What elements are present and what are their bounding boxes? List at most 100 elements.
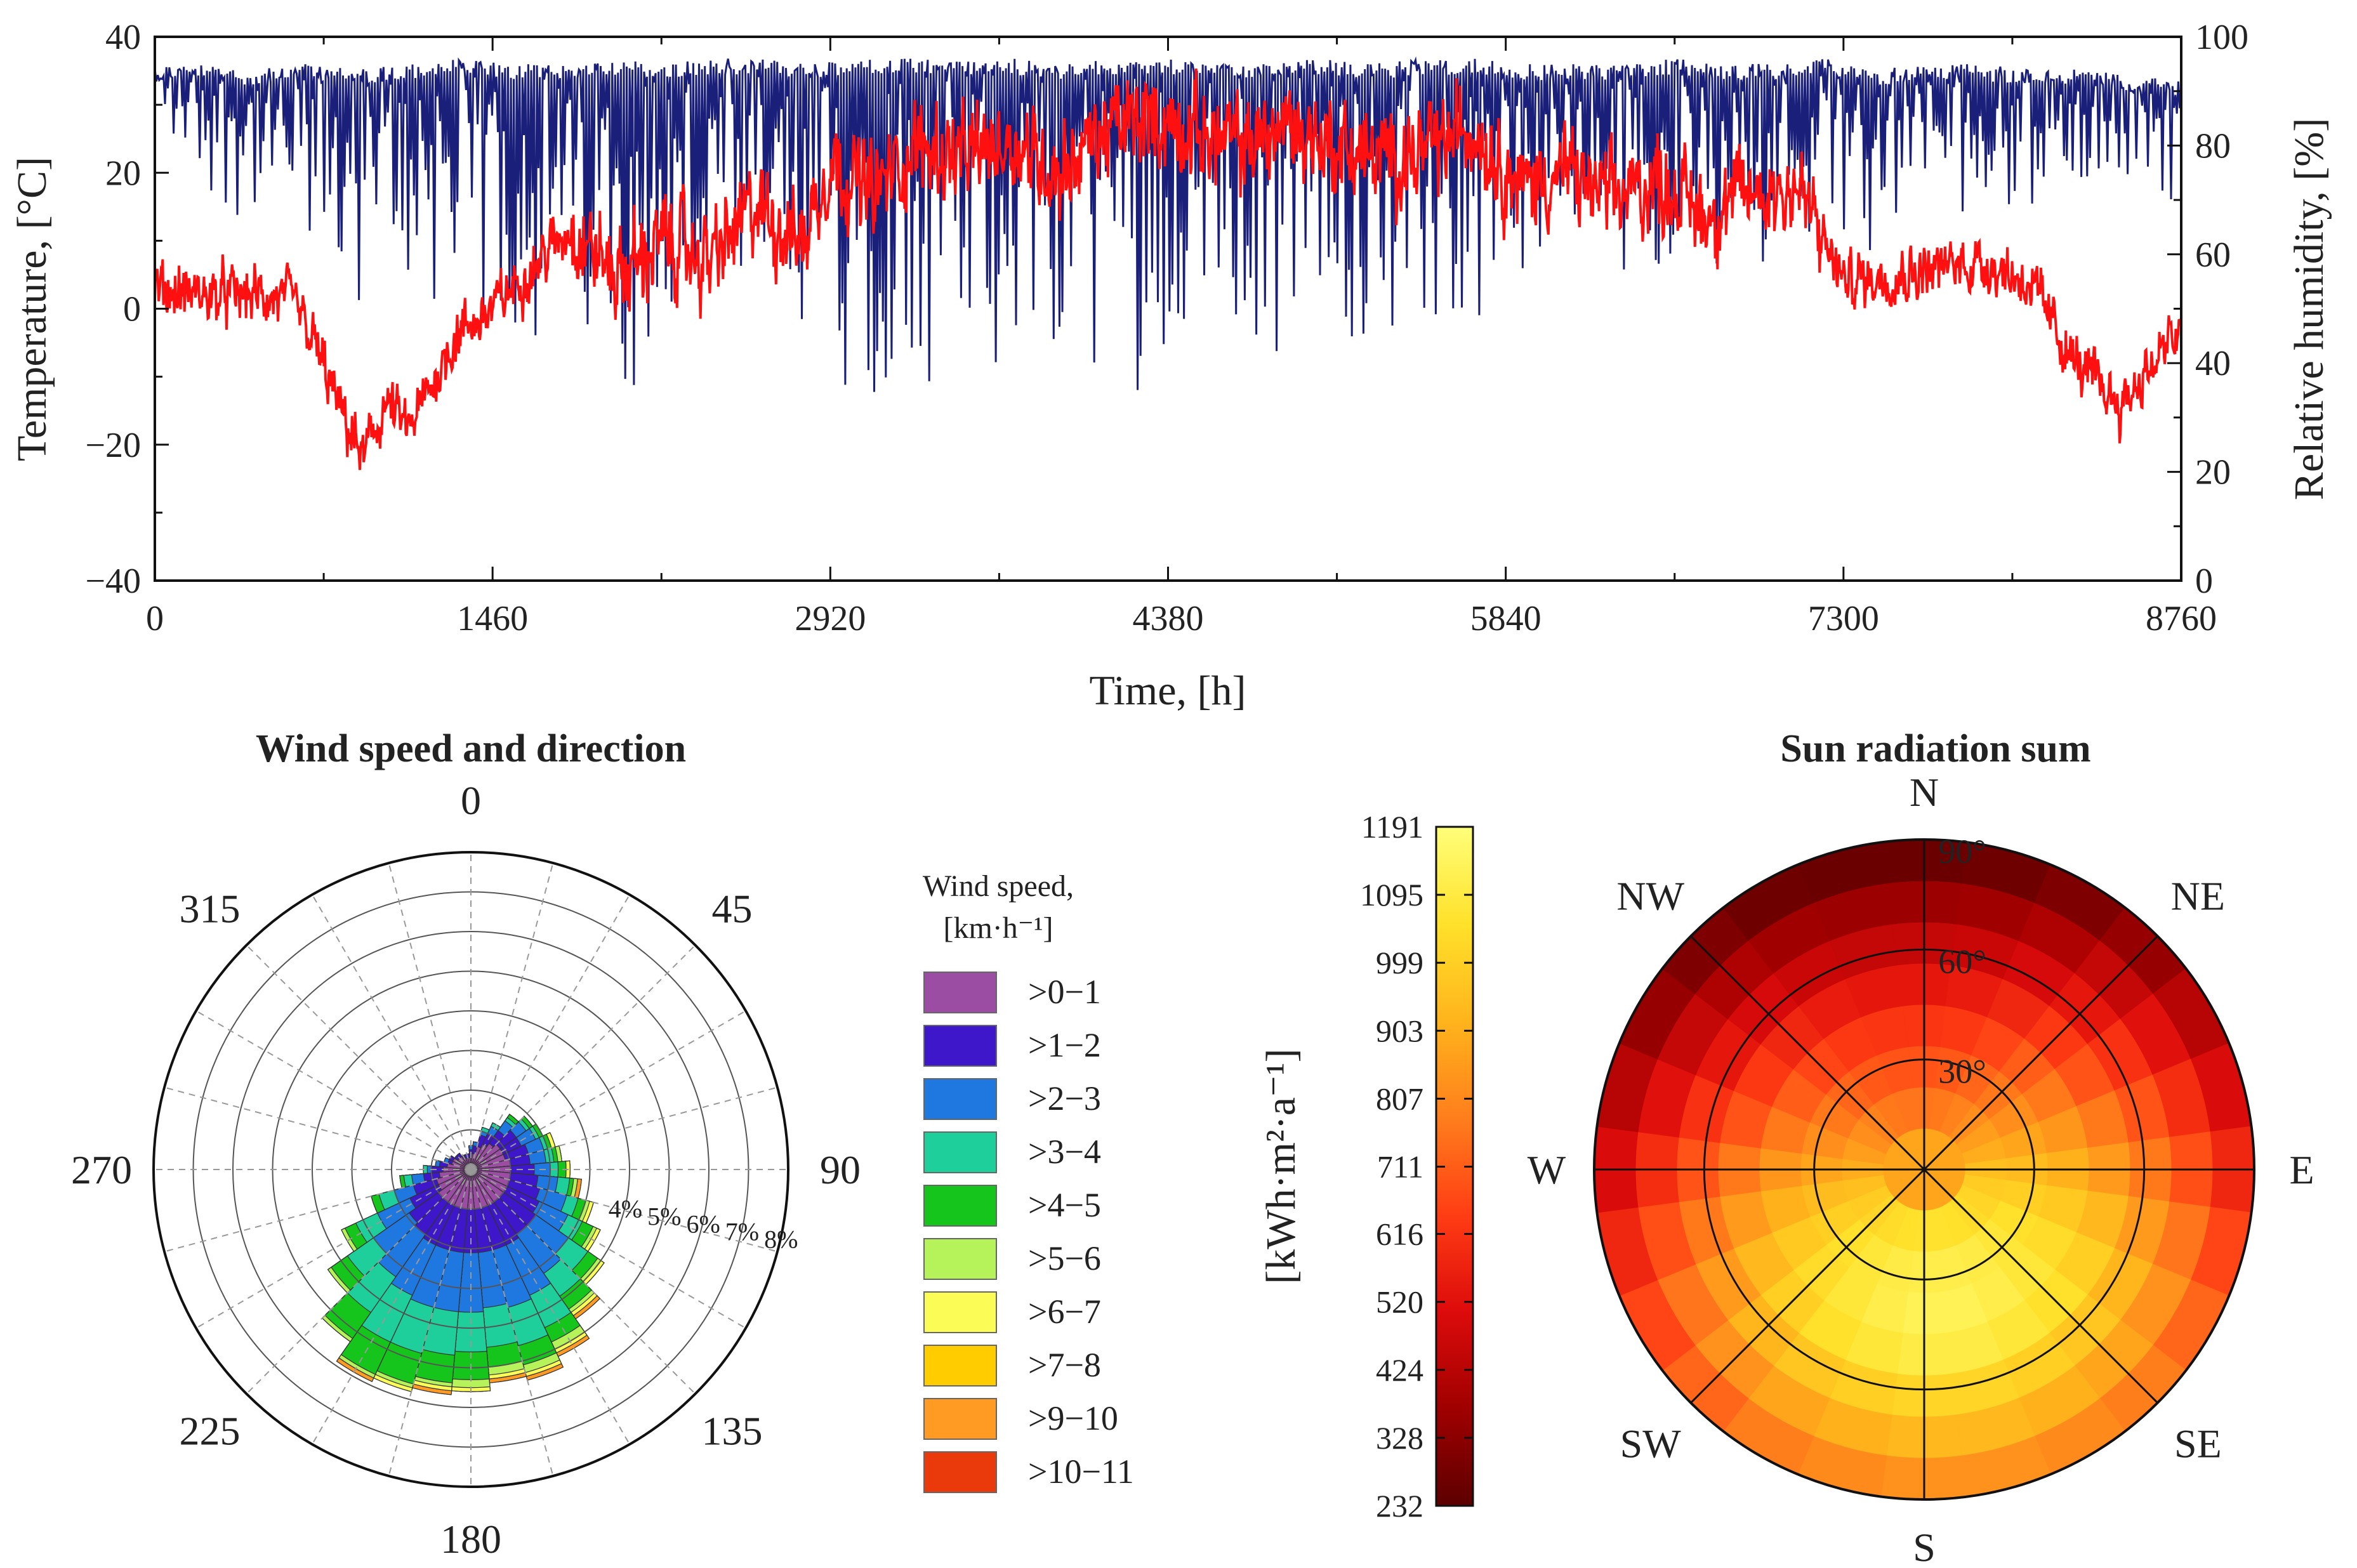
humidity-line <box>154 56 2182 392</box>
wind-rose-chart: Wind speed and direction 0 45 90 135 180 225 2… <box>71 727 861 1562</box>
x-axis-title: Time, [h] <box>1090 668 1246 714</box>
wind-speed-legend: Wind speed, [km·h⁻¹] >0−1 >1−2 >2−3 >3−4 >4−… <box>923 869 1134 1493</box>
colorbar-tick-label: 903 <box>1376 1013 1423 1048</box>
wind-angle-label: 0 <box>461 778 481 823</box>
wind-grid-spoke <box>388 862 472 1170</box>
time-series-lines <box>154 56 2182 470</box>
x-tick-label: 5840 <box>1470 599 1542 638</box>
y-left-tick-label: 20 <box>105 154 141 193</box>
y-right-tick-label: 60 <box>2195 235 2231 275</box>
wind-grid-spoke <box>195 1169 472 1329</box>
wind-grid-spoke <box>388 1169 472 1477</box>
legend-label: >6−7 <box>1028 1293 1101 1331</box>
compass-label: W <box>1528 1147 1566 1192</box>
y-right-tick-label: 80 <box>2195 126 2231 166</box>
wind-rose-outline <box>152 851 789 1488</box>
legend-label: >5−6 <box>1028 1239 1101 1277</box>
wind-grid-spoke <box>470 1169 630 1445</box>
wind-rose-labels: 0 45 90 135 180 225 270 315 4% 5% 6% 7% 8% <box>71 778 861 1562</box>
wind-grid-spoke <box>470 862 554 1170</box>
x-tick-label: 4380 <box>1133 599 1204 638</box>
wind-angle-label: 90 <box>820 1147 861 1192</box>
compass-label: NW <box>1616 874 1684 919</box>
legend-swatch <box>923 1185 997 1227</box>
legend-label: >4−5 <box>1028 1186 1101 1224</box>
compass-spoke <box>1923 935 2158 1171</box>
colorbar-tick-label: 616 <box>1376 1216 1423 1252</box>
compass-label: SE <box>2174 1421 2222 1466</box>
wind-grid-spoke <box>470 1086 778 1170</box>
altitude-ring-label: 30° <box>1938 1053 1986 1091</box>
wind-grid-ring <box>232 931 710 1408</box>
x-tick-label: 8760 <box>2146 599 2217 638</box>
wind-grid-spoke <box>470 1169 554 1477</box>
y-right-tick-label: 100 <box>2195 18 2248 57</box>
wind-grid-spoke <box>470 944 696 1170</box>
wind-grid-spoke <box>470 1169 778 1253</box>
wind-grid-spoke <box>470 1010 746 1170</box>
legend-label: >0−1 <box>1028 973 1101 1011</box>
legend-swatch <box>923 1398 997 1440</box>
altitude-ring-label: 60° <box>1938 942 1986 980</box>
wind-radial-label: 5% <box>647 1202 681 1231</box>
y-left-tick-label: 40 <box>105 18 141 57</box>
wind-radial-label: 8% <box>764 1225 798 1253</box>
y-left-tick-label: 0 <box>123 290 141 329</box>
colorbar-tick-label: 328 <box>1376 1420 1423 1456</box>
y-left-tick-label: −20 <box>85 426 141 465</box>
left-y-axis-title: Temperature, [°C] <box>9 157 55 461</box>
wind-grid-ring <box>312 1010 630 1329</box>
sun-radiation-title: Sun radiation sum <box>1780 727 2090 770</box>
compass-spoke <box>1690 1168 1925 1404</box>
sun-radiation-labels: N NE E SE S SW W NW 90° 60° 30° <box>1528 770 2314 1568</box>
radiation-colorbar: 1191 1095 999 903 807 711 616 520 424 328 232 [kWh… <box>1258 809 1474 1524</box>
temperature-humidity-chart: 0 1460 2920 4380 5840 7300 8760 40 20 0 −20 −40 100 8… <box>0 0 2357 714</box>
legend-swatch <box>923 1078 997 1120</box>
wind-angle-label: 135 <box>702 1409 763 1454</box>
legend-title-line1: Wind speed, <box>923 869 1074 903</box>
colorbar-tick-label: 807 <box>1376 1081 1423 1116</box>
legend-title-line2: [km·h⁻¹] <box>943 911 1053 945</box>
legend-swatch <box>923 1238 997 1280</box>
legend-label: >10−11 <box>1028 1453 1134 1491</box>
wind-radial-label: 7% <box>725 1217 759 1246</box>
y-right-tick-label: 20 <box>2195 453 2231 492</box>
wind-grid-spoke <box>312 894 472 1170</box>
y-right-tick-label: 40 <box>2195 344 2231 383</box>
sun-radiation-grid <box>1593 838 2255 1501</box>
x-tick-label: 2920 <box>795 599 866 638</box>
compass-label: SW <box>1620 1421 1682 1466</box>
altitude-ring-label: 90° <box>1938 833 1986 871</box>
colorbar-tick-label: 1191 <box>1361 809 1423 845</box>
colorbar-tick-label: 711 <box>1377 1149 1423 1185</box>
legend-label: >2−3 <box>1028 1079 1101 1117</box>
legend-label: >1−2 <box>1028 1026 1101 1064</box>
legend-label: >3−4 <box>1028 1133 1101 1171</box>
x-tick-label: 7300 <box>1808 599 1879 638</box>
y-right-tick-label: 0 <box>2195 562 2213 601</box>
wind-angle-label: 180 <box>440 1517 501 1562</box>
y-left-tick-label: −40 <box>85 562 141 601</box>
wind-grid-spoke <box>470 1169 746 1329</box>
sun-radiation-chart: Sun radiation sum N NE E SE S SW W NW 90° 60° 30° <box>1528 727 2314 1568</box>
temperature-line <box>154 68 2182 470</box>
wind-angle-label: 315 <box>179 886 240 931</box>
wind-grid-ring <box>391 1090 551 1249</box>
wind-radial-label: 6% <box>686 1210 720 1239</box>
wind-rose-grid <box>152 851 789 1488</box>
legend-swatch <box>923 972 997 1013</box>
right-y-axis-title: Relative humidity, [%] <box>2286 118 2332 500</box>
wind-grid-spoke <box>164 1086 472 1170</box>
legend-label: >9−10 <box>1028 1399 1118 1437</box>
wind-grid-spoke <box>246 1169 472 1395</box>
wind-grid-spoke <box>195 1010 472 1170</box>
wind-grid-spoke <box>470 1169 696 1395</box>
colorbar-tick-label: 520 <box>1376 1284 1423 1320</box>
time-series-ticks: 0 1460 2920 4380 5840 7300 8760 40 20 0 −20 −40 100 8… <box>85 18 2248 638</box>
colorbar-tick-label: 232 <box>1376 1488 1423 1524</box>
legend-swatch <box>923 1131 997 1173</box>
dome-outline <box>1593 838 2255 1501</box>
wind-rose-title: Wind speed and direction <box>256 727 686 770</box>
compass-label: E <box>2289 1147 2314 1192</box>
